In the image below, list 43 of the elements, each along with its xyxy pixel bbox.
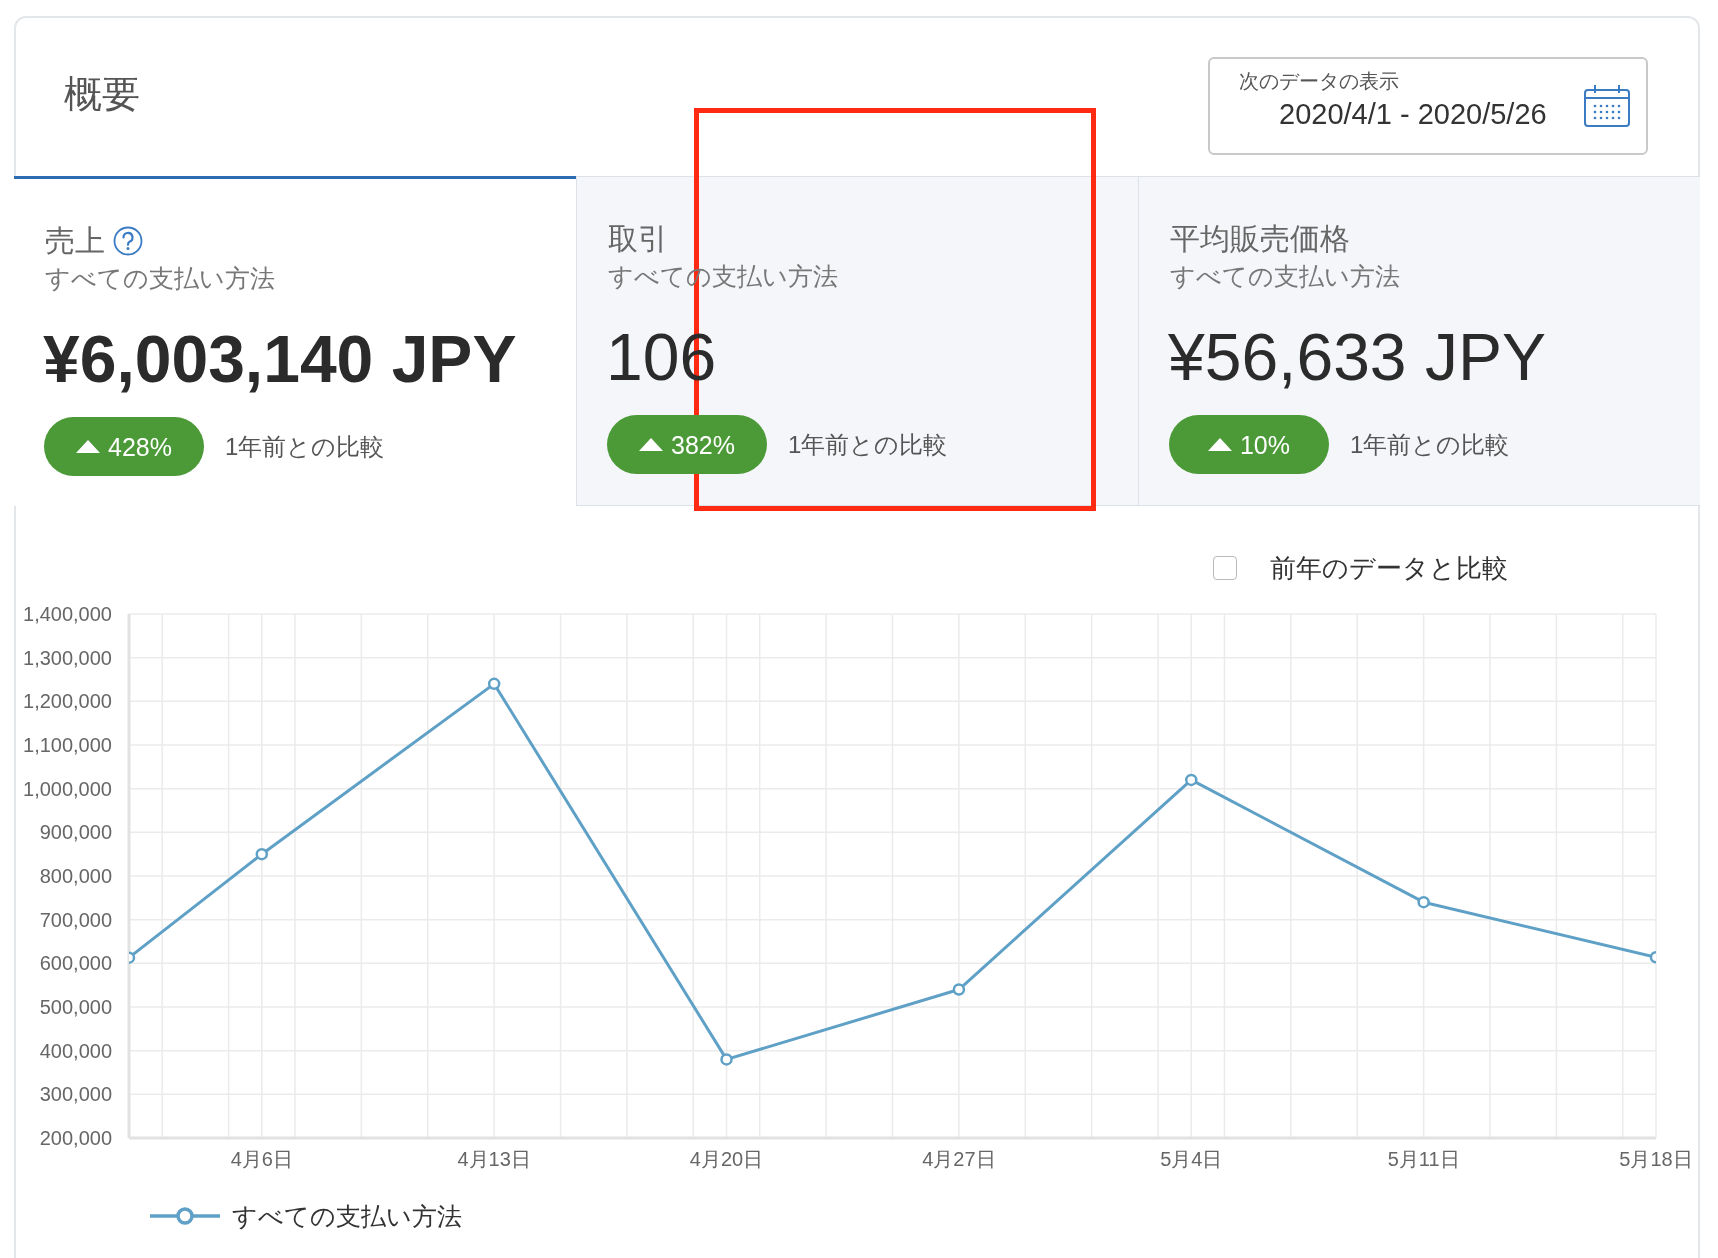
x-tick-label: 5月4日 — [1160, 1148, 1223, 1171]
text: 概要 — [64, 72, 140, 116]
y-tick-label: 200,000 — [39, 1127, 112, 1150]
text: すべての支払い方法 — [45, 263, 275, 293]
point — [487, 677, 501, 691]
point — [720, 1053, 733, 1066]
point — [952, 983, 966, 996]
badge: 10% — [1169, 415, 1329, 474]
y-tick-label: 1,100,000 — [23, 734, 112, 757]
y-tick-label: 1,200,000 — [23, 690, 112, 713]
y-tick-label: 500,000 — [39, 996, 112, 1019]
x-tick-label: 4月6日 — [230, 1148, 293, 1171]
y-tick-label: 900,000 — [39, 821, 112, 844]
x-tick-label: 5月18日 — [1619, 1148, 1693, 1171]
legend-label: すべての支払い方法 — [232, 1201, 462, 1231]
y-tick-label: 1,000,000 — [23, 777, 112, 800]
text: 1年前との比較 — [1350, 430, 1510, 460]
text: 売上 — [45, 223, 105, 259]
text: 1年前との比較 — [225, 432, 385, 462]
y-tick-label: 700,000 — [39, 908, 112, 931]
y-tick-label: 400,000 — [39, 1039, 112, 1062]
x-tick-label: 4月27日 — [922, 1148, 996, 1171]
date-range-field: 次のデータの表示 2020/4/1 - 2020/5/26 — [1208, 57, 1648, 155]
point — [1417, 895, 1430, 909]
text: 前年のデータと比較 — [1270, 552, 1508, 584]
point — [255, 847, 269, 861]
text: 1年前との比較 — [788, 430, 948, 460]
badge: 382% — [607, 415, 767, 474]
text: 取引 — [608, 221, 668, 257]
point — [1185, 773, 1198, 787]
x-tick-label: 4月13日 — [457, 1148, 531, 1171]
y-tick-label: 300,000 — [39, 1083, 112, 1106]
x-tick-label: 5月11日 — [1387, 1148, 1460, 1171]
text: 平均販売価格 — [1170, 221, 1350, 257]
badge: 428% — [44, 417, 204, 476]
text: ¥6,003,140 JPY — [43, 321, 517, 397]
x-tick-label: 4月20日 — [689, 1148, 764, 1171]
y-tick-label: 1,400,000 — [23, 603, 112, 626]
y-tick-label: 1,300,000 — [23, 646, 112, 669]
y-tick-label: 600,000 — [39, 952, 112, 975]
y-tick-label: 800,000 — [39, 865, 112, 888]
text: ¥56,633 JPY — [1168, 319, 1546, 395]
text: すべての支払い方法 — [1170, 261, 1400, 291]
